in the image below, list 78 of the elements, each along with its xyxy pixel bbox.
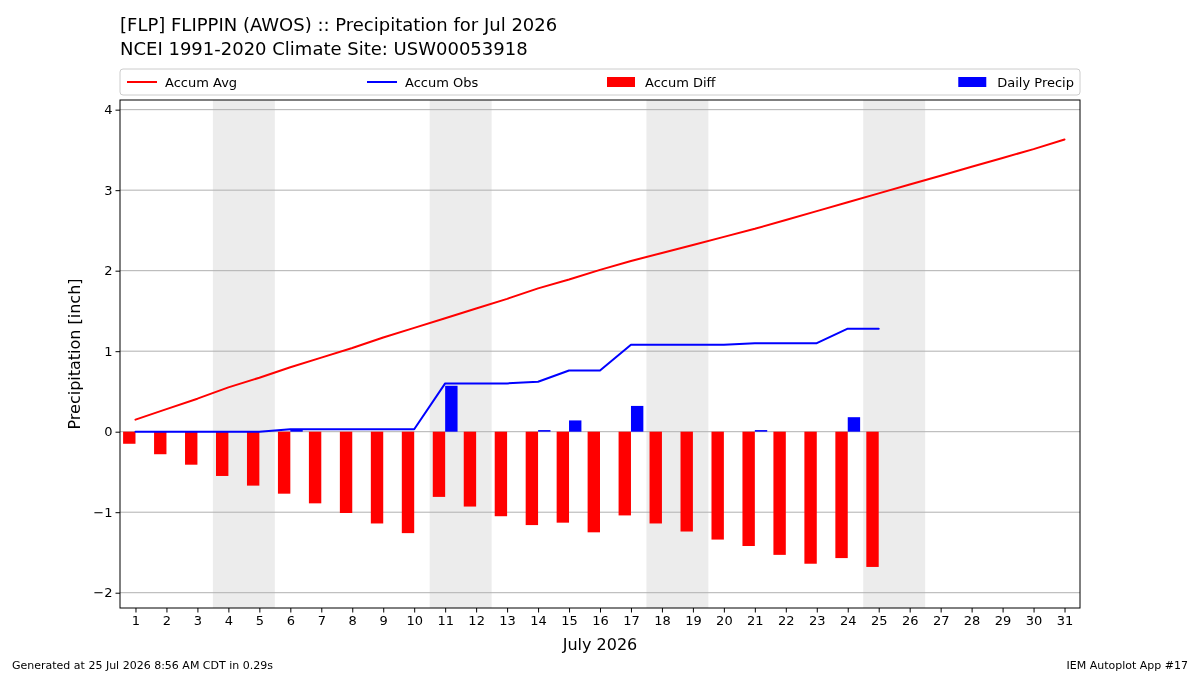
legend-label: Accum Obs [405, 74, 479, 90]
y-tick-label: 1 [104, 343, 113, 359]
line-series [134, 327, 880, 433]
x-tick-label: 19 [685, 612, 702, 628]
x-tick-label: 21 [747, 612, 764, 628]
legend-label: Accum Diff [645, 74, 717, 90]
legend-label: Daily Precip [997, 74, 1074, 90]
bar [742, 431, 755, 547]
x-tick-label: 15 [561, 612, 578, 628]
x-tick-label: 1 [131, 612, 141, 628]
bar [680, 431, 693, 532]
x-tick-label: 27 [932, 612, 950, 628]
x-tick-label: 31 [1056, 612, 1074, 628]
x-tick-label: 16 [592, 612, 609, 628]
text: Generated at 25 Jul 2026 8:56 AM CDT in 0.29s [12, 659, 274, 672]
bar [463, 431, 477, 507]
x-tick-label: 30 [1025, 612, 1043, 628]
bar [185, 431, 198, 465]
text: IEM Autoplot App #17 [1066, 659, 1188, 672]
x-tick-label: 28 [963, 612, 981, 628]
x-tick-label: 26 [901, 612, 919, 628]
x-tick-label: 24 [839, 612, 857, 628]
bar [339, 431, 353, 513]
bar [154, 431, 167, 455]
x-tick-label: 17 [623, 612, 640, 628]
chart-title: [FLP] FLIPPIN (AWOS) :: Precipitation for Jul 2026 [120, 14, 558, 35]
y-tick-label: −1 [93, 504, 113, 520]
x-tick-label: 5 [255, 612, 264, 628]
y-tick-label: 0 [104, 424, 113, 440]
x-tick-label: 2 [162, 612, 172, 628]
x-tick-label: 12 [468, 612, 485, 628]
y-tick-label: 3 [104, 182, 113, 198]
legend-label: Accum Avg [165, 74, 238, 90]
bar [494, 431, 508, 517]
x-tick-label: 14 [530, 612, 547, 628]
bar [123, 431, 136, 444]
bar [835, 431, 848, 559]
y-tick-label: −2 [93, 585, 113, 601]
bar [277, 431, 291, 494]
bar [401, 431, 415, 534]
bar [525, 431, 539, 526]
bar [308, 431, 322, 504]
bar [246, 431, 260, 486]
line-series [134, 138, 1066, 421]
x-tick-label: 20 [716, 612, 733, 628]
y-tick-label: 2 [104, 263, 113, 279]
x-tick-label: 8 [348, 612, 357, 628]
x-tick-label: 29 [994, 612, 1012, 628]
x-tick-label: 23 [809, 612, 826, 628]
bar [216, 431, 229, 476]
x-tick-label: 11 [437, 612, 454, 628]
x-tick-label: 3 [193, 612, 203, 628]
x-tick-label: 6 [286, 612, 295, 628]
bar [556, 431, 570, 523]
bar [630, 405, 644, 432]
y-axis-title: Precipitation [inch] [65, 278, 84, 430]
bar [370, 431, 384, 524]
bar [432, 431, 446, 497]
x-tick-label: 10 [406, 612, 423, 628]
bar [847, 417, 861, 432]
bar [711, 431, 724, 540]
bar [649, 431, 662, 524]
x-axis-title: July 2026 [561, 635, 638, 654]
x-tick-label: 7 [317, 612, 326, 628]
bar [569, 420, 582, 432]
x-tick-label: 9 [379, 612, 388, 628]
bar [773, 431, 786, 555]
x-tick-label: 18 [654, 612, 671, 628]
chart-subtitle: NCEI 1991-2020 Climate Site: USW00053918 [120, 38, 528, 59]
bar [587, 431, 600, 533]
x-tick-label: 25 [870, 612, 888, 628]
x-tick-label: 13 [499, 612, 516, 628]
y-tick-label: 4 [104, 102, 113, 118]
x-tick-label: 22 [778, 612, 795, 628]
bar [804, 431, 817, 564]
bar [866, 431, 879, 567]
bar [618, 431, 631, 516]
x-tick-label: 4 [224, 612, 234, 628]
